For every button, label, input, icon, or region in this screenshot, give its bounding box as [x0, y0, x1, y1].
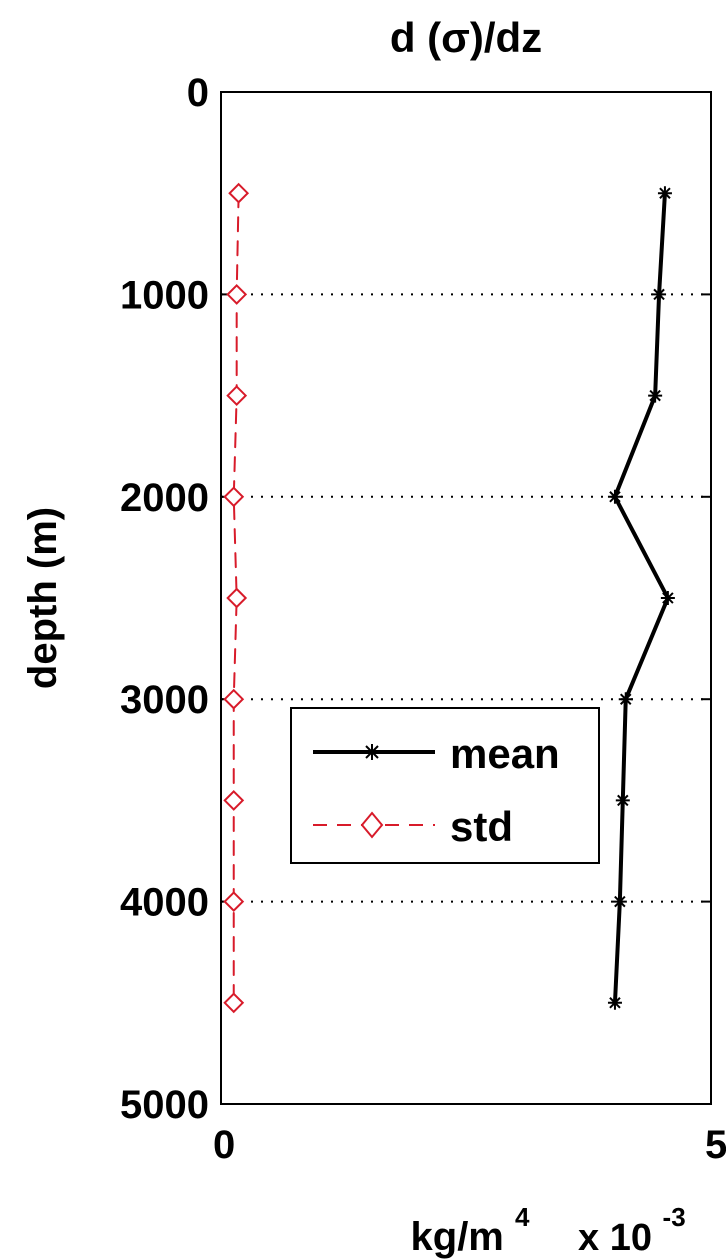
x-axis-multiplier-exponent: -3 [663, 1202, 686, 1232]
mean-point-marker [657, 186, 672, 201]
y-tick-label: 1000 [120, 273, 209, 317]
y-tick-label: 0 [187, 71, 209, 115]
mean-point-marker [612, 894, 627, 909]
y-axis-ticks: 0 1000 2000 3000 4000 5000 [120, 71, 711, 1127]
x-tick-label: 5 [705, 1123, 726, 1167]
x-axis-label: kg/m 4 [411, 1202, 530, 1259]
std-point-marker [223, 891, 245, 913]
chart-title: d (σ)/dz [390, 14, 542, 61]
std-series-line [232, 192, 240, 1004]
y-tick-label: 2000 [120, 476, 209, 520]
mean-series [607, 186, 675, 1010]
x-axis-multiplier: x 10 -3 [578, 1202, 686, 1259]
grid-lines [221, 293, 711, 903]
std-point-marker [226, 385, 248, 407]
mean-point-marker [607, 489, 622, 504]
x-axis-label-text: kg/m [411, 1215, 504, 1259]
legend-std-label: std [450, 803, 513, 850]
mean-point-marker [618, 692, 633, 707]
mean-point-marker [607, 995, 622, 1010]
std-point-marker [226, 587, 248, 609]
legend-box [290, 707, 600, 864]
legend-mean-label: mean [450, 730, 560, 777]
std-point-marker [228, 182, 250, 204]
y-tick-label: 4000 [120, 881, 209, 925]
std-point-marker [223, 992, 245, 1014]
x-axis-label-superscript: 4 [515, 1202, 530, 1232]
y-tick-label: 3000 [120, 678, 209, 722]
legend-mean-marker [364, 744, 380, 760]
axes-background [221, 92, 711, 1104]
mean-point-marker [615, 793, 630, 808]
legend-std-marker [360, 811, 384, 839]
mean-point-marker [648, 388, 663, 403]
mean-point-marker [652, 287, 667, 302]
y-tick-label: 5000 [120, 1083, 209, 1127]
y-axis-label: depth (m) [21, 507, 65, 689]
std-point-marker [223, 486, 245, 508]
axes-frame [220, 91, 712, 1105]
x-tick-label: 0 [213, 1123, 235, 1167]
mean-point-marker [660, 591, 675, 605]
x-axis-multiplier-text: x 10 [578, 1217, 652, 1259]
std-point-marker [226, 283, 248, 305]
series-layer [223, 182, 675, 1014]
legend: mean std [290, 707, 600, 864]
std-series [223, 182, 250, 1014]
std-point-marker [223, 688, 245, 710]
std-point-marker [223, 789, 245, 811]
